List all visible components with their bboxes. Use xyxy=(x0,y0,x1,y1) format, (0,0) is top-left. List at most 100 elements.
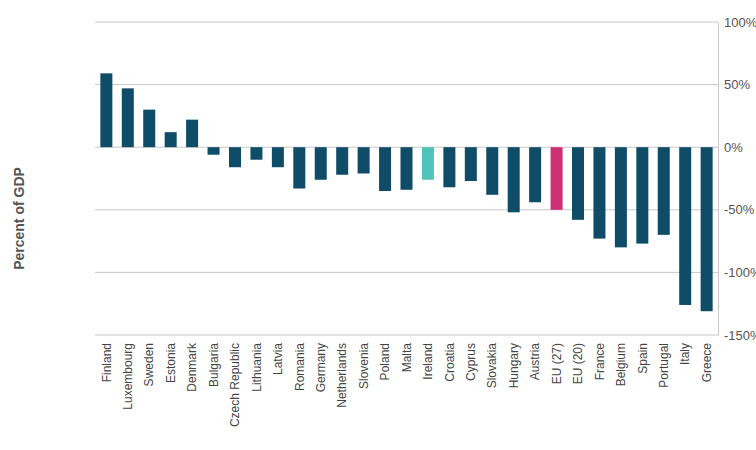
x-tick: Czech Republic xyxy=(228,335,242,427)
x-tick-label: Croatia xyxy=(443,343,457,382)
x-tick: Belgium xyxy=(614,335,628,386)
x-tick: EU (20) xyxy=(571,335,585,384)
x-tick: Greece xyxy=(700,335,714,382)
x-tick: Austria xyxy=(528,335,542,380)
x-tick-label: Lithuania xyxy=(250,343,264,392)
bar xyxy=(422,147,434,180)
chart: 100% 50% 0% -50% -100% -150% Finland Luxembourg… xyxy=(0,0,756,450)
bar xyxy=(143,110,155,148)
x-tick-label: Greece xyxy=(700,343,714,383)
x-tick: Sweden xyxy=(142,335,156,386)
bar xyxy=(529,147,541,202)
bar xyxy=(465,147,477,181)
bar xyxy=(122,88,134,147)
x-tick-label: Romania xyxy=(293,343,307,391)
bar xyxy=(551,147,563,210)
bar xyxy=(229,147,241,167)
x-tick-label: Italy xyxy=(678,343,692,365)
x-tick-label: Belgium xyxy=(614,343,628,386)
x-tick: Croatia xyxy=(443,335,457,382)
x-tick: Germany xyxy=(314,335,328,392)
x-tick-label: EU (20) xyxy=(571,343,585,384)
y-tick-label: -50% xyxy=(724,202,755,217)
bar xyxy=(208,147,220,155)
x-tick-label: France xyxy=(593,343,607,381)
x-tick-label: Czech Republic xyxy=(228,343,242,427)
y-axis: 100% 50% 0% -50% -100% -150% xyxy=(718,15,756,343)
bar xyxy=(443,147,455,187)
bar xyxy=(593,147,605,238)
x-tick: Estonia xyxy=(164,335,178,383)
x-tick-label: Portugal xyxy=(657,343,671,388)
x-tick-label: Finland xyxy=(100,343,114,382)
y-tick-label: -150% xyxy=(724,328,756,343)
x-tick: Italy xyxy=(678,335,692,365)
y-tick: -100% xyxy=(718,265,756,280)
bar xyxy=(658,147,670,235)
x-tick-label: Germany xyxy=(314,343,328,392)
bar xyxy=(100,73,112,147)
y-tick-label: 50% xyxy=(724,77,750,92)
x-axis: Finland Luxembourg Sweden Estonia Denmark Bul… xyxy=(96,335,719,427)
x-tick: Slovenia xyxy=(357,335,371,389)
x-tick-label: Bulgaria xyxy=(207,343,221,387)
x-tick: Ireland xyxy=(421,335,435,380)
bar xyxy=(186,120,198,148)
x-tick-label: Luxembourg xyxy=(121,343,135,410)
grid-line xyxy=(95,84,718,85)
bar xyxy=(572,147,584,220)
y-axis-line xyxy=(718,23,719,336)
x-tick-label: EU (27) xyxy=(550,343,564,384)
x-axis-line xyxy=(96,335,719,336)
x-tick: Luxembourg xyxy=(121,335,135,410)
grid-line xyxy=(95,22,718,23)
x-tick: Portugal xyxy=(657,335,671,388)
x-tick-label: Austria xyxy=(528,343,542,381)
x-tick: Hungary xyxy=(507,335,521,388)
x-tick-label: Hungary xyxy=(507,343,521,388)
x-tick: Denmark xyxy=(185,335,199,392)
grid xyxy=(95,22,718,335)
x-tick: Lithuania xyxy=(250,335,264,392)
x-tick-label: Slovakia xyxy=(485,343,499,389)
bar xyxy=(679,147,691,305)
bar xyxy=(636,147,648,243)
bar xyxy=(400,147,412,190)
x-tick-label: Latvia xyxy=(271,343,285,375)
y-tick: 50% xyxy=(718,77,750,92)
grid-line xyxy=(95,335,718,336)
x-tick: Slovakia xyxy=(485,335,499,388)
x-tick: Finland xyxy=(100,335,114,382)
y-tick-label: 100% xyxy=(724,15,756,30)
x-tick-label: Malta xyxy=(400,343,414,373)
x-tick: Netherlands xyxy=(335,335,349,408)
x-tick: Cyprus xyxy=(464,335,478,381)
bar xyxy=(358,147,370,173)
bar xyxy=(336,147,348,175)
x-tick: Latvia xyxy=(271,335,285,375)
bar xyxy=(250,147,262,160)
y-tick: -150% xyxy=(718,328,756,343)
y-axis-title: Percent of GDP xyxy=(11,167,27,270)
x-tick: Malta xyxy=(400,335,414,372)
bar xyxy=(379,147,391,191)
bar xyxy=(272,147,284,167)
y-tick-label: -100% xyxy=(724,265,756,280)
plot: 100% 50% 0% -50% -100% -150% Finland Luxembourg… xyxy=(95,15,756,427)
bar xyxy=(293,147,305,188)
x-tick-label: Poland xyxy=(378,343,392,380)
x-tick: Poland xyxy=(378,335,392,380)
bar xyxy=(508,147,520,212)
x-tick-label: Estonia xyxy=(164,343,178,383)
y-tick: -50% xyxy=(718,202,755,217)
x-tick-label: Denmark xyxy=(185,342,199,392)
x-tick: Romania xyxy=(293,335,307,391)
bar xyxy=(315,147,327,180)
bar xyxy=(165,132,177,147)
x-tick-label: Spain xyxy=(636,343,650,374)
bars xyxy=(100,73,712,311)
x-tick-label: Netherlands xyxy=(335,343,349,408)
x-tick: France xyxy=(593,335,607,380)
x-tick-label: Sweden xyxy=(142,343,156,386)
y-tick-label: 0% xyxy=(724,140,743,155)
